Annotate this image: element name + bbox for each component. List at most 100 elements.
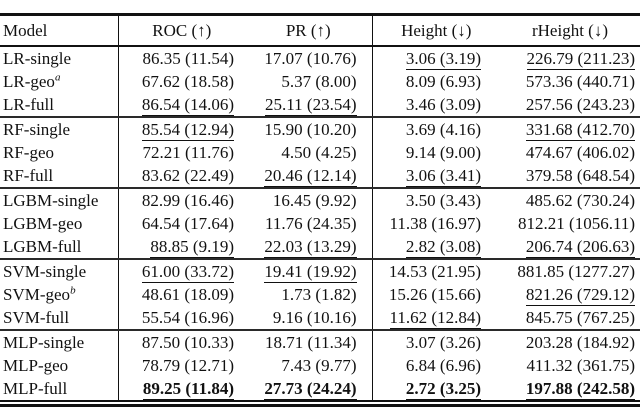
value-cell: 3.06 (3.19) <box>371 46 500 70</box>
value-text: 20.46 (12.14) <box>264 165 357 187</box>
value-text: 226.79 (211.23) <box>526 48 635 70</box>
value-text: 2.72 (3.25) <box>405 378 481 400</box>
value-text: 379.58 (648.54) <box>525 165 635 185</box>
value-cell: 11.38 (16.97) <box>371 212 500 235</box>
value-cell: 821.26 (729.12) <box>500 283 640 306</box>
value-text: 19.41 (19.92) <box>264 261 357 283</box>
value-text: 11.76 (24.35) <box>265 213 357 233</box>
model-cell: MLP-full <box>0 377 118 402</box>
value-cell: 5.37 (8.00) <box>245 70 372 93</box>
value-cell: 573.36 (440.71) <box>500 70 640 93</box>
value-text: 55.54 (16.96) <box>141 307 234 327</box>
table-row: LR-full 86.54 (14.06) 25.11 (23.54) 3.46 (3… <box>0 93 640 117</box>
value-cell: 20.46 (12.14) <box>245 164 372 188</box>
value-cell: 22.03 (13.29) <box>245 235 372 259</box>
value-text: 203.28 (184.92) <box>525 332 635 352</box>
model-label: MLP-full <box>3 378 68 398</box>
value-cell: 257.56 (243.23) <box>500 93 640 117</box>
value-cell: 72.21 (11.76) <box>117 141 245 164</box>
value-cell: 203.28 (184.92) <box>500 329 640 354</box>
value-cell: 9.16 (10.16) <box>245 306 372 330</box>
header-height: Height (↓) <box>371 13 500 47</box>
table-bottom-rule <box>0 404 640 407</box>
model-cell: SVM-single <box>0 258 118 283</box>
value-cell: 3.50 (3.43) <box>371 187 500 212</box>
value-cell: 485.62 (730.24) <box>500 187 640 212</box>
value-text: 48.61 (18.09) <box>141 284 234 304</box>
value-cell: 9.14 (9.00) <box>371 141 500 164</box>
model-label: LGBM-geo <box>3 213 83 233</box>
table-row: LGBM-full 88.85 (9.19) 22.03 (13.29) 2.82 (… <box>0 235 640 259</box>
value-cell: 15.90 (10.20) <box>245 116 372 141</box>
value-text: 89.25 (11.84) <box>142 378 234 400</box>
table-row: RF-single 85.54 (12.94) 15.90 (10.20) 3.69 … <box>0 116 640 141</box>
model-cell: SVM-full <box>0 306 118 330</box>
value-text: 3.50 (3.43) <box>405 190 481 210</box>
value-cell: 3.69 (4.16) <box>371 116 500 141</box>
value-cell: 89.25 (11.84) <box>117 377 245 402</box>
value-cell: 15.26 (15.66) <box>371 283 500 306</box>
value-text: 88.85 (9.19) <box>150 236 234 258</box>
value-text: 11.38 (16.97) <box>389 213 481 233</box>
value-cell: 4.50 (4.25) <box>245 141 372 164</box>
value-cell: 18.71 (11.34) <box>245 329 372 354</box>
value-cell: 19.41 (19.92) <box>245 258 372 283</box>
value-cell: 6.84 (6.96) <box>371 354 500 377</box>
value-text: 5.37 (8.00) <box>281 71 357 91</box>
value-text: 1.73 (1.82) <box>281 284 357 304</box>
value-text: 331.68 (412.70) <box>525 119 635 141</box>
value-text: 67.62 (18.58) <box>141 71 234 91</box>
value-text: 6.84 (6.96) <box>405 355 481 375</box>
value-text: 474.67 (406.02) <box>525 142 635 162</box>
model-label: MLP-single <box>3 332 85 352</box>
header-model: Model <box>0 13 118 47</box>
table-row: LGBM-single 82.99 (16.46) 16.45 (9.92) 3.50… <box>0 187 640 212</box>
caption-fragment-text: · ·· · ··· · · ·· ·· · · ··· ·· · ·· · ·… <box>2 0 640 6</box>
value-cell: 206.74 (206.63) <box>500 235 640 259</box>
value-cell: 8.09 (6.93) <box>371 70 500 93</box>
value-cell: 2.82 (3.08) <box>371 235 500 259</box>
model-label: RF-single <box>3 119 71 139</box>
value-cell: 86.35 (11.54) <box>117 46 245 70</box>
value-text: 845.75 (767.25) <box>525 307 635 327</box>
value-cell: 85.54 (12.94) <box>117 116 245 141</box>
value-cell: 3.07 (3.26) <box>371 329 500 354</box>
value-cell: 83.62 (22.49) <box>117 164 245 188</box>
value-cell: 474.67 (406.02) <box>500 141 640 164</box>
value-cell: 55.54 (16.96) <box>117 306 245 330</box>
value-text: 3.06 (3.19) <box>405 48 481 70</box>
table-row: SVM-full 55.54 (16.96) 9.16 (10.16) 11.62 (… <box>0 306 640 330</box>
value-text: 9.16 (10.16) <box>272 307 357 327</box>
header-roc: ROC (↑) <box>117 13 245 47</box>
value-cell: 881.85 (1277.27) <box>500 258 640 283</box>
model-cell: RF-single <box>0 116 118 141</box>
model-label: LGBM-full <box>3 236 82 256</box>
model-label: RF-full <box>3 165 54 185</box>
value-text: 22.03 (13.29) <box>264 236 357 258</box>
model-label: LGBM-single <box>3 190 99 210</box>
value-text: 15.26 (15.66) <box>388 284 481 304</box>
value-cell: 331.68 (412.70) <box>500 116 640 141</box>
value-text: 27.73 (24.24) <box>264 378 357 400</box>
model-label: SVM-single <box>3 261 87 281</box>
model-label: LR-single <box>3 48 71 68</box>
value-text: 2.82 (3.08) <box>405 236 481 258</box>
model-cell: LR-single <box>0 46 118 70</box>
value-text: 197.88 (242.58) <box>525 378 635 400</box>
value-cell: 845.75 (767.25) <box>500 306 640 330</box>
footnote-marker: b <box>70 283 76 296</box>
value-cell: 86.54 (14.06) <box>117 93 245 117</box>
value-text: 812.21 (1056.11) <box>518 213 635 233</box>
value-cell: 411.32 (361.75) <box>500 354 640 377</box>
table-row: RF-full 83.62 (22.49) 20.46 (12.14) 3.06 (3… <box>0 164 640 188</box>
value-cell: 197.88 (242.58) <box>500 377 640 402</box>
value-cell: 2.72 (3.25) <box>371 377 500 402</box>
value-cell: 7.43 (9.77) <box>245 354 372 377</box>
model-cell: MLP-single <box>0 329 118 354</box>
value-cell: 25.11 (23.54) <box>245 93 372 117</box>
value-text: 257.56 (243.23) <box>525 94 635 114</box>
value-cell: 64.54 (17.64) <box>117 212 245 235</box>
value-cell: 27.73 (24.24) <box>245 377 372 402</box>
value-cell: 82.99 (16.46) <box>117 187 245 212</box>
value-cell: 78.79 (12.71) <box>117 354 245 377</box>
